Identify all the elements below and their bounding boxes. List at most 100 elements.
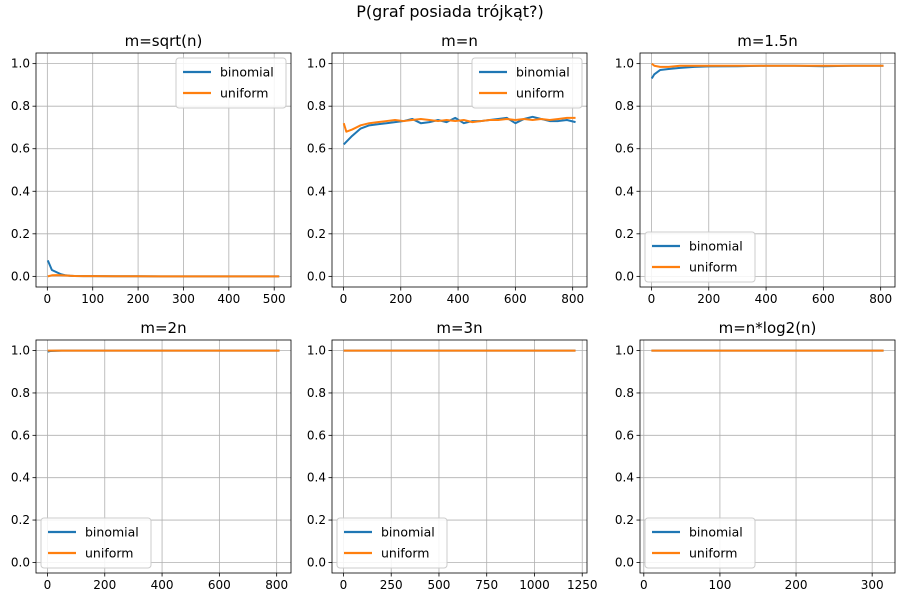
subplot-title: m=2n [140, 319, 186, 337]
legend-box [644, 231, 756, 283]
subplot-6: 0 100 200 300 0.0 0.2 0.4 0.6 0.8 1.0 m=n*log2(n) b… [615, 319, 896, 592]
x-tick-label: 250 [380, 578, 403, 592]
y-tick-label: 0.2 [615, 227, 634, 241]
legend-box [644, 517, 756, 569]
axes-frame [639, 339, 896, 574]
y-tick-label: 0.6 [615, 142, 634, 156]
axes-frame [35, 52, 292, 288]
x-tick-label: 300 [172, 292, 195, 306]
legend-label-binomial: binomial [516, 65, 570, 80]
y-tick-label: 0.0 [11, 269, 30, 283]
x-tick-label: 1250 [567, 578, 598, 592]
y-tick-label: 0.6 [11, 142, 30, 156]
x-tick-label: 500 [263, 292, 286, 306]
y-tick-label: 1.0 [11, 57, 30, 71]
x-tick-label: 500 [428, 578, 451, 592]
series-line-uniform [47, 274, 280, 278]
legend-label-binomial: binomial [220, 65, 274, 80]
x-tick-label: 800 [265, 578, 288, 592]
legend-box [175, 57, 287, 109]
series-line-binomial [46, 260, 280, 278]
y-tick-label: 0.2 [11, 513, 30, 527]
x-tick-label: 0 [44, 578, 52, 592]
y-tick-label: 0.8 [11, 99, 30, 113]
x-tick-label: 0 [648, 292, 656, 306]
legend: binomial uniform [40, 517, 152, 569]
y-tick-label: 0.2 [615, 513, 634, 527]
x-tick-label: 200 [389, 292, 412, 306]
x-tick-label: 200 [93, 578, 116, 592]
y-tick-label: 0.2 [11, 227, 30, 241]
y-tick-label: 0.6 [307, 428, 326, 442]
y-tick-label: 0.4 [615, 471, 634, 485]
legend: binomial uniform [644, 231, 756, 283]
y-tick-label: 0.0 [307, 269, 326, 283]
y-tick-label: 0.0 [307, 555, 326, 569]
legend-label-binomial: binomial [381, 525, 435, 540]
x-tick-label: 800 [561, 292, 584, 306]
subplot-title: m=n [441, 32, 478, 50]
x-tick-label: 600 [208, 578, 231, 592]
subplot-4: 0 200 400 600 800 0.0 0.2 0.4 0.6 0.8 1.0 m=2n binom… [11, 319, 292, 592]
y-tick-label: 0.0 [11, 555, 30, 569]
y-tick-label: 1.0 [307, 57, 326, 71]
y-tick-label: 0.6 [11, 428, 30, 442]
legend-label-binomial: binomial [689, 239, 743, 254]
x-tick-label: 100 [81, 292, 104, 306]
legend: binomial uniform [175, 57, 287, 109]
legend-box [471, 57, 583, 109]
subplot-title: m=1.5n [737, 32, 798, 50]
subplot-title: m=n*log2(n) [719, 319, 817, 337]
subplot-title: m=sqrt(n) [125, 32, 203, 50]
y-tick-label: 1.0 [615, 344, 634, 358]
x-tick-label: 0 [640, 578, 648, 592]
axes-frame [639, 52, 896, 288]
axes-frame [331, 52, 588, 288]
legend-label-binomial: binomial [689, 525, 743, 540]
legend-label-uniform: uniform [516, 86, 564, 101]
series-line-binomial [650, 64, 884, 80]
legend: binomial uniform [336, 517, 448, 569]
y-tick-label: 0.6 [307, 142, 326, 156]
x-tick-label: 400 [151, 578, 174, 592]
y-tick-label: 0.0 [615, 269, 634, 283]
x-tick-label: 750 [475, 578, 498, 592]
axes-frame [331, 339, 588, 574]
legend-label-uniform: uniform [85, 546, 133, 561]
legend-label-uniform: uniform [220, 86, 268, 101]
x-tick-label: 100 [708, 578, 731, 592]
x-tick-label: 0 [44, 292, 52, 306]
y-tick-label: 1.0 [11, 344, 30, 358]
x-tick-label: 400 [447, 292, 470, 306]
y-tick-label: 0.4 [11, 471, 30, 485]
x-tick-label: 200 [127, 292, 150, 306]
legend-box [336, 517, 448, 569]
y-tick-label: 0.4 [11, 184, 30, 198]
x-tick-label: 600 [812, 292, 835, 306]
figure-suptitle: P(graf posiada trójkąt?) [356, 2, 544, 21]
legend-label-binomial: binomial [85, 525, 139, 540]
legend-label-uniform: uniform [381, 546, 429, 561]
y-tick-label: 0.8 [307, 99, 326, 113]
legend-label-uniform: uniform [689, 546, 737, 561]
subplot-5: 0 250 500 750 1000 1250 0.0 0.2 0.4 0.6 0.8 1.0 m=3n… [307, 319, 598, 592]
x-tick-label: 800 [869, 292, 892, 306]
y-tick-label: 0.2 [307, 227, 326, 241]
axes-frame [35, 339, 292, 574]
y-tick-label: 0.4 [307, 184, 326, 198]
x-tick-label: 300 [861, 578, 884, 592]
legend-box [40, 517, 152, 569]
x-tick-label: 400 [217, 292, 240, 306]
series-line-uniform [342, 116, 576, 133]
x-tick-label: 0 [340, 578, 348, 592]
subplot-title: m=3n [436, 319, 482, 337]
y-tick-label: 0.4 [307, 471, 326, 485]
y-tick-label: 1.0 [615, 57, 634, 71]
x-tick-label: 400 [755, 292, 778, 306]
x-tick-label: 0 [340, 292, 348, 306]
legend: binomial uniform [471, 57, 583, 109]
x-tick-label: 200 [697, 292, 720, 306]
subplot-3: 0 200 400 600 800 0.0 0.2 0.4 0.6 0.8 1.0 m=1.5n bin… [615, 32, 896, 306]
